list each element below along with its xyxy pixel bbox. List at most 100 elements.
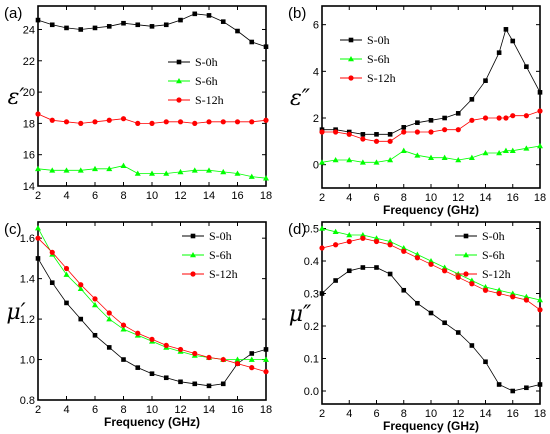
legend-entry: S-12h xyxy=(195,93,224,107)
data-point xyxy=(35,235,41,241)
legend: S-0h S-6h S-12h xyxy=(340,33,396,85)
panel-label: (d) xyxy=(288,221,306,238)
data-point xyxy=(234,356,241,362)
data-point xyxy=(502,147,509,153)
y-tick-label: 2 xyxy=(313,113,319,125)
data-point xyxy=(468,154,475,160)
data-point xyxy=(77,167,84,173)
legend-entry: S-6h xyxy=(482,248,505,262)
x-tick-label: 2 xyxy=(35,404,41,416)
data-point xyxy=(524,385,529,391)
data-point xyxy=(455,127,461,133)
data-point xyxy=(523,297,529,303)
data-point xyxy=(135,330,141,336)
data-point xyxy=(206,119,212,125)
data-point xyxy=(333,242,339,248)
data-point xyxy=(234,119,241,125)
series-s-12h xyxy=(35,111,269,126)
y-tick-label: 0 xyxy=(313,160,319,172)
data-point xyxy=(414,152,421,158)
data-point xyxy=(373,238,380,245)
data-point xyxy=(234,360,241,367)
x-tick-label: 6 xyxy=(92,190,98,202)
legend: S-0h S-6h S-12h xyxy=(182,229,238,281)
y-tick-label: 0.3 xyxy=(304,289,319,301)
data-point xyxy=(483,78,488,83)
data-point xyxy=(319,245,325,251)
data-point xyxy=(415,120,420,125)
x-axis-label: Frequency (GHz) xyxy=(383,203,479,217)
plot-frame xyxy=(37,5,267,187)
x-tick-label: 4 xyxy=(346,408,352,420)
data-point xyxy=(35,17,41,23)
data-point xyxy=(387,138,393,144)
data-point xyxy=(49,167,56,173)
legend-entry: S-12h xyxy=(367,71,396,85)
data-point xyxy=(509,147,516,153)
legend: S-0h S-6h S-12h xyxy=(455,229,511,281)
series-line xyxy=(37,13,267,48)
data-point xyxy=(63,265,70,272)
y-tick-label: 18 xyxy=(23,118,35,130)
data-point xyxy=(346,232,353,238)
chart-panel-b: 2 4 6 8 10 12 14 16 18 0 2 4 6 (b) Frequency (GHz) ε″ S-… xyxy=(288,5,546,217)
data-point xyxy=(263,117,269,123)
data-point xyxy=(178,17,183,23)
legend-marker xyxy=(463,233,469,239)
data-point xyxy=(373,235,380,241)
y-axis-label: ε″ xyxy=(290,86,311,111)
data-point xyxy=(63,271,70,277)
series-line xyxy=(321,267,541,392)
data-point xyxy=(64,300,69,306)
data-point xyxy=(248,173,255,179)
data-point xyxy=(206,383,212,389)
y-tick-label: 0.8 xyxy=(20,395,35,407)
data-point xyxy=(121,20,126,26)
data-point xyxy=(496,287,503,293)
data-point xyxy=(49,117,55,123)
data-point xyxy=(346,131,352,137)
data-point xyxy=(163,170,170,176)
data-point xyxy=(360,265,366,270)
data-point xyxy=(135,120,141,126)
data-point xyxy=(92,25,98,31)
data-point xyxy=(149,336,155,342)
data-point xyxy=(374,132,379,137)
data-point xyxy=(163,22,169,28)
data-point xyxy=(414,251,421,257)
series-s-6h xyxy=(319,143,543,165)
x-tick-label: 14 xyxy=(203,404,215,416)
data-point xyxy=(263,356,269,362)
chart-panel-c: 2 4 6 8 10 12 14 16 18 0.8 1.0 1.2 1.4 1.6(c) Frequenc… xyxy=(4,221,272,429)
data-point xyxy=(263,369,269,375)
data-point xyxy=(441,264,448,270)
x-tick-label: 14 xyxy=(479,408,491,420)
y-tick-label: 1.4 xyxy=(20,274,35,286)
data-point xyxy=(120,326,127,332)
y-tick-label: 4 xyxy=(313,66,319,78)
data-point xyxy=(149,170,155,176)
data-point xyxy=(510,38,516,44)
data-point xyxy=(263,347,269,352)
y-tick-label: 1.6 xyxy=(20,233,35,245)
data-point xyxy=(49,249,55,255)
y-tick-label: 6 xyxy=(313,20,319,32)
data-point xyxy=(359,159,366,165)
data-point xyxy=(63,119,70,125)
data-point xyxy=(120,322,127,328)
legend-entry: S-0h xyxy=(367,33,390,47)
x-tick-label: 12 xyxy=(174,404,186,416)
data-point xyxy=(220,356,226,363)
series-s-0h xyxy=(319,27,543,137)
data-point xyxy=(206,13,212,18)
legend-entry: S-0h xyxy=(482,229,505,243)
data-point xyxy=(400,147,407,153)
data-point xyxy=(414,129,420,135)
data-point xyxy=(428,310,434,316)
legend-marker xyxy=(176,59,182,65)
data-point xyxy=(35,111,41,117)
data-point xyxy=(220,381,226,387)
data-point xyxy=(360,235,366,241)
data-point xyxy=(78,316,84,322)
data-point xyxy=(220,119,226,125)
